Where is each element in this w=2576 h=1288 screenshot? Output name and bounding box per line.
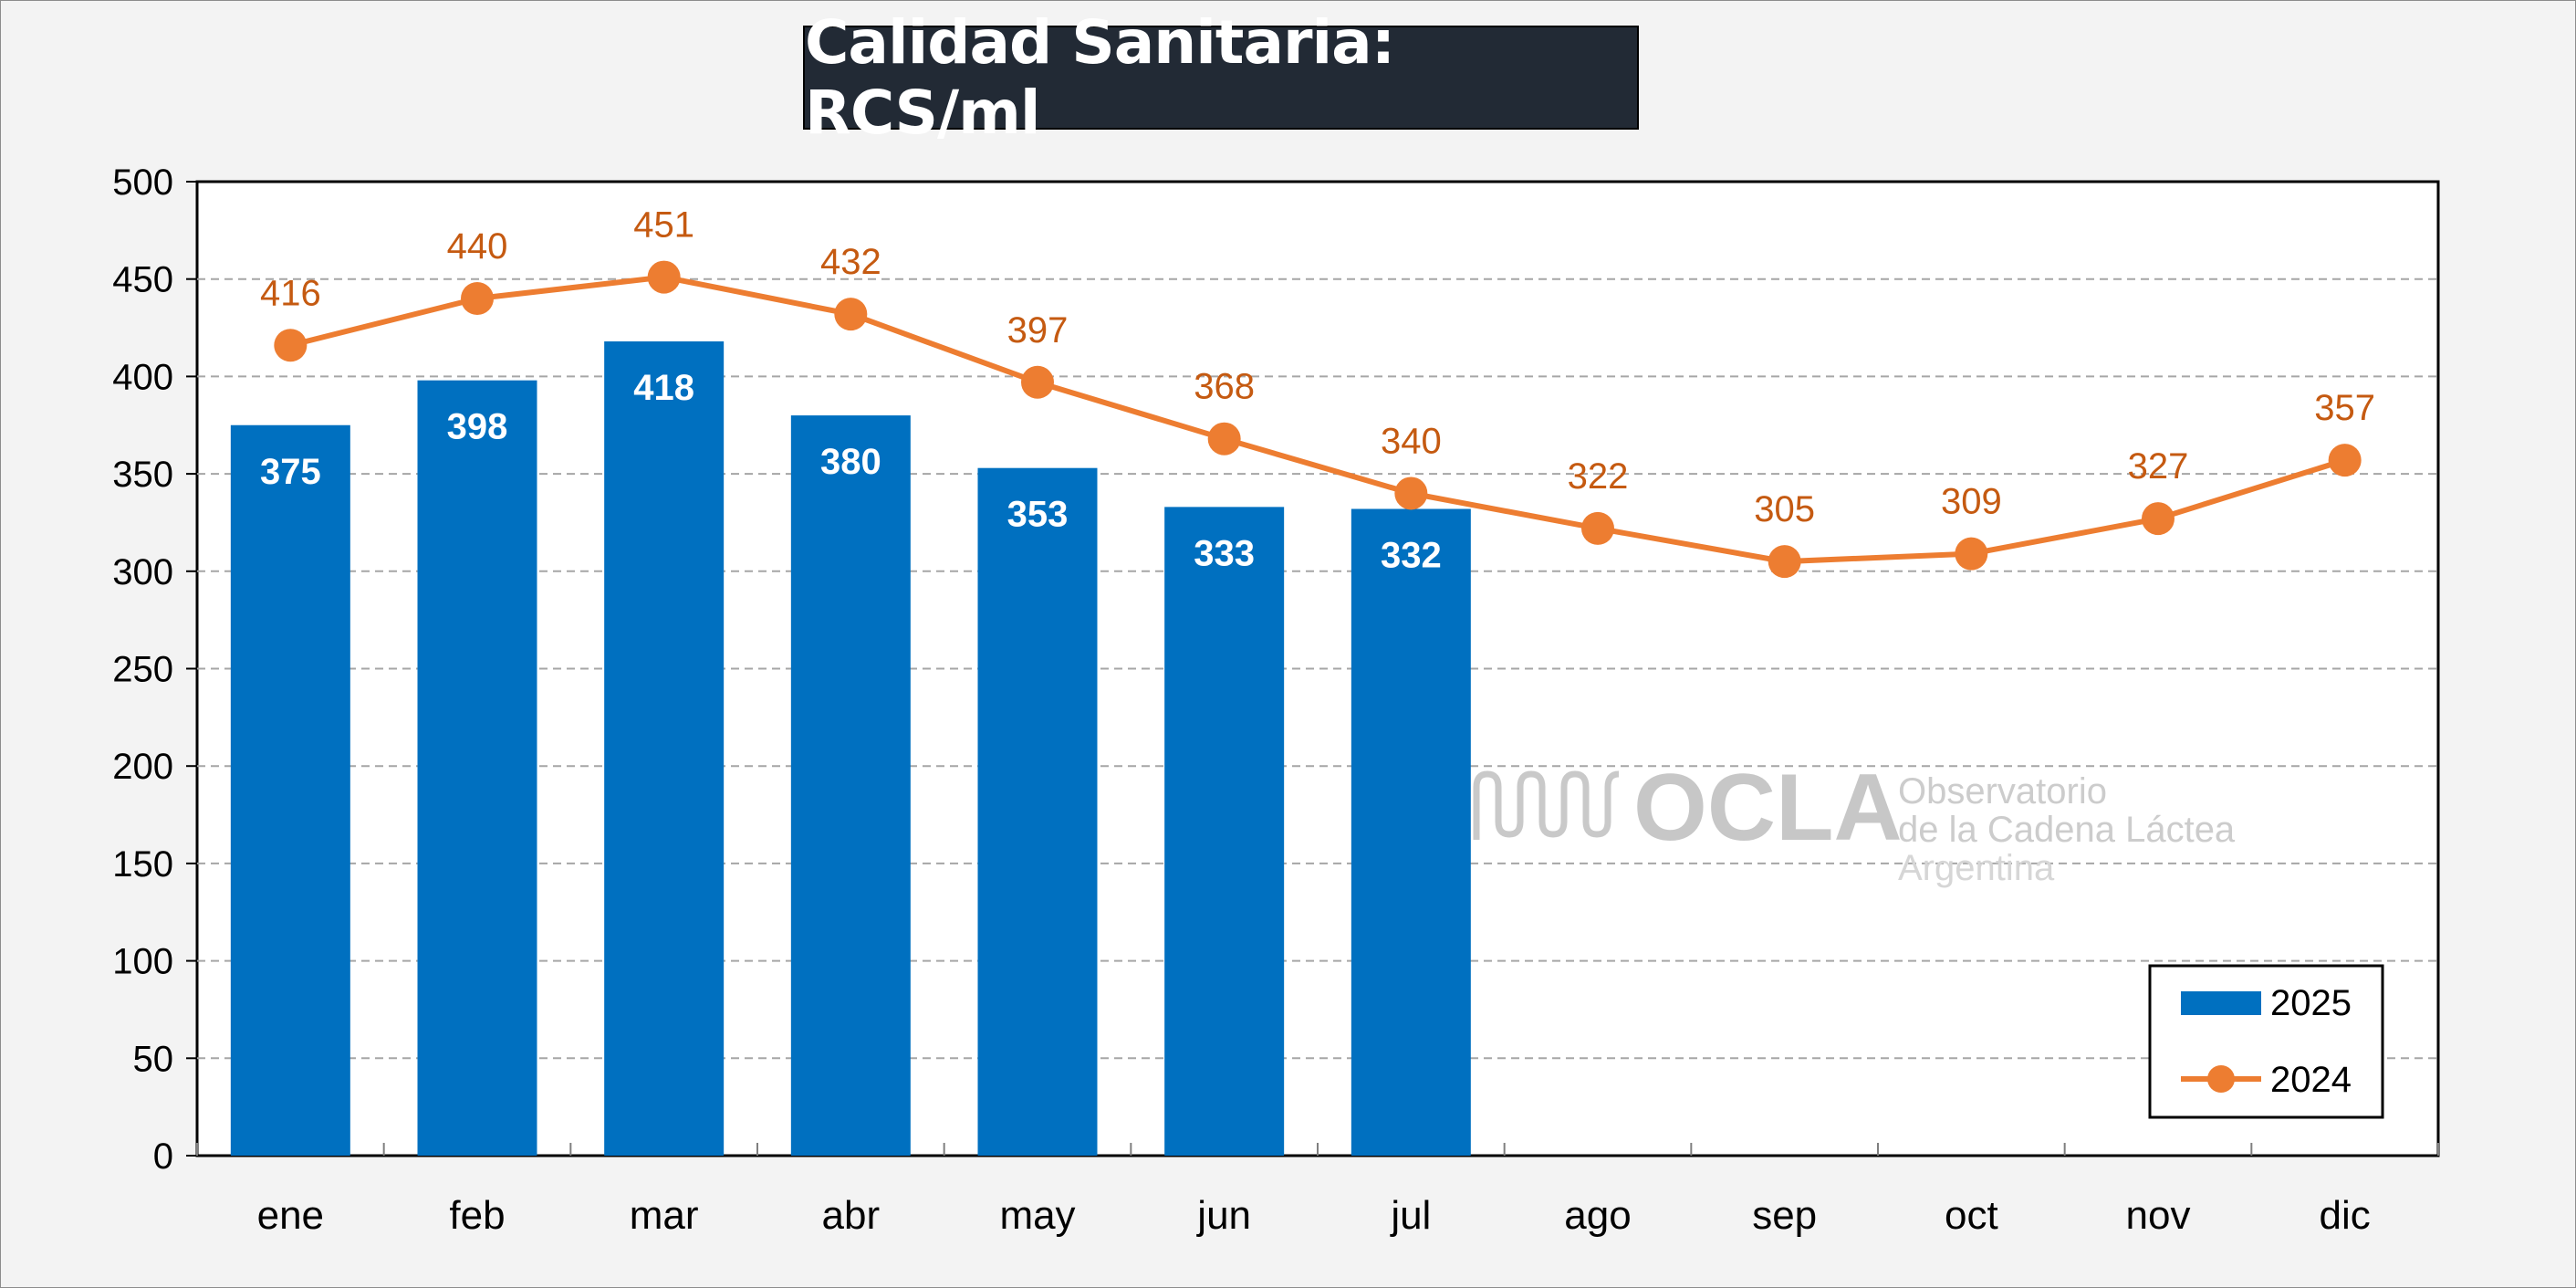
- x-tick-label: ene: [257, 1193, 324, 1238]
- legend-swatch-2024-marker: [2207, 1065, 2235, 1093]
- bar-data-label: 333: [1194, 533, 1255, 573]
- bar-2025-may: [977, 467, 1098, 1156]
- line-data-label: 309: [1941, 482, 2002, 522]
- grid-lines: [197, 277, 2438, 1060]
- y-tick-label: 50: [133, 1039, 174, 1079]
- line-2024: 416 440 451 432 397 368 340 322 305 309 327 357: [260, 205, 2375, 579]
- y-tick-label: 500: [112, 162, 173, 203]
- y-tick-label: 350: [112, 455, 173, 495]
- bar-data-label: 398: [447, 407, 508, 447]
- line-point: [2328, 444, 2362, 477]
- line-point: [1581, 511, 1614, 545]
- bars-2025: 375 398 418 380 353 333 332: [230, 340, 1471, 1157]
- x-tick-label: dic: [2320, 1193, 2371, 1238]
- ocla-logo-text: OCLA: [1633, 755, 1903, 861]
- line-point: [1955, 537, 1988, 571]
- line-point: [461, 282, 494, 316]
- line-data-label: 432: [820, 242, 881, 282]
- bar-data-label: 375: [260, 452, 321, 492]
- line-data-label: 327: [2128, 446, 2189, 487]
- y-tick-label: 300: [112, 552, 173, 592]
- y-tick-label: 200: [112, 747, 173, 787]
- line-data-label: 451: [633, 205, 694, 246]
- bar-2025-feb: [417, 380, 537, 1157]
- x-tick-label: sep: [1752, 1193, 1817, 1238]
- line-point: [1207, 422, 1241, 456]
- ocla-line-3: Argentina: [1898, 848, 2055, 888]
- x-tick-label: jun: [1195, 1193, 1251, 1238]
- line-data-label: 357: [2314, 388, 2375, 428]
- y-tick-label: 400: [112, 357, 173, 397]
- line-data-label: 397: [1007, 310, 1069, 351]
- bar-2025-jul: [1351, 508, 1471, 1156]
- legend-box: [2148, 964, 2384, 1119]
- line-data-label: 305: [1754, 489, 1815, 529]
- y-axis-ticks: 0 50 100 150 200 250 300 350 400 450 500: [112, 162, 197, 1177]
- bar-data-label: 332: [1381, 536, 1442, 576]
- line-series-2024: [289, 274, 2346, 565]
- line-data-label: 440: [447, 226, 508, 267]
- legend-swatch-2025: [2181, 991, 2261, 1015]
- ocla-watermark: OCLA Observatorio de la Cadena Láctea Ar…: [1473, 755, 2236, 888]
- line-point: [647, 260, 681, 294]
- x-tick-label: nov: [2126, 1193, 2191, 1238]
- chart-title-box: Calidad Sanitaria: RCS/ml: [803, 7, 1639, 148]
- bar-data-label: 353: [1007, 495, 1069, 535]
- ocla-logo-mark: [1473, 770, 1620, 840]
- y-tick-label: 100: [112, 942, 173, 982]
- legend-label-2024: 2024: [2270, 1060, 2352, 1100]
- x-axis-ticks: ene feb mar abr may jun jul ago sep oct nov dic: [196, 1143, 2439, 1238]
- x-tick-label: feb: [449, 1193, 505, 1238]
- legend-label-2025: 2025: [2270, 983, 2352, 1023]
- line-data-label: 340: [1381, 421, 1442, 461]
- legend: 2025 2024: [2148, 964, 2384, 1119]
- line-point: [1021, 365, 1054, 399]
- y-tick-label: 150: [112, 844, 173, 885]
- line-point: [1768, 545, 1801, 579]
- bar-2025-jun: [1164, 507, 1285, 1156]
- x-tick-label: ago: [1564, 1193, 1631, 1238]
- ocla-line-1: Observatorio: [1898, 771, 2107, 812]
- bar-2025-mar: [604, 340, 725, 1156]
- y-tick-label: 0: [153, 1136, 173, 1177]
- line-point: [274, 329, 308, 362]
- bar-2025-abr: [790, 415, 911, 1157]
- chart-title: Calidad Sanitaria: RCS/ml: [805, 7, 1395, 148]
- line-data-label: 416: [260, 273, 321, 313]
- x-tick-label: mar: [630, 1193, 699, 1238]
- y-tick-label: 450: [112, 260, 173, 300]
- y-tick-label: 250: [112, 650, 173, 690]
- bar-2025-ene: [230, 424, 350, 1156]
- x-tick-label: jul: [1389, 1193, 1431, 1238]
- line-point: [1394, 476, 1428, 510]
- ocla-line-2: de la Cadena Láctea: [1898, 810, 2236, 850]
- x-tick-label: may: [999, 1193, 1075, 1238]
- line-point: [834, 298, 868, 331]
- x-tick-label: oct: [1945, 1193, 1998, 1238]
- x-tick-label: abr: [822, 1193, 881, 1238]
- bar-data-label: 418: [633, 368, 694, 408]
- line-data-label: 368: [1194, 367, 1255, 407]
- bar-data-label: 380: [820, 442, 881, 482]
- line-data-label: 322: [1568, 456, 1629, 497]
- line-point: [2142, 502, 2174, 536]
